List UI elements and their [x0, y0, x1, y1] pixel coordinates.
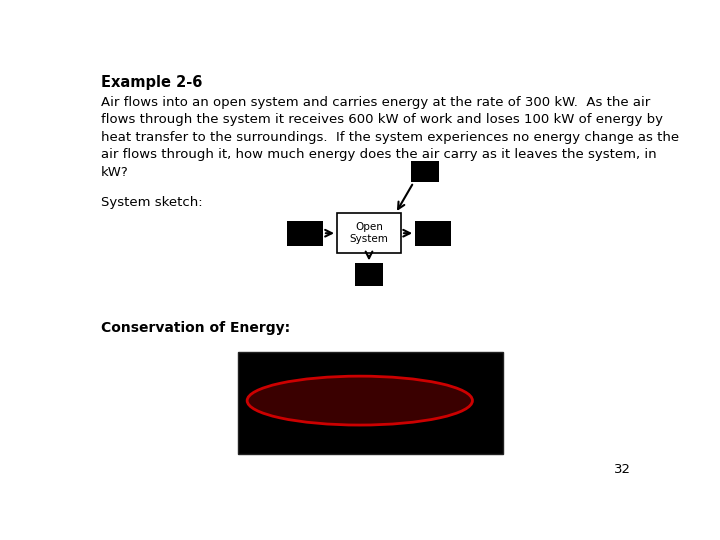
- Text: Open
System: Open System: [350, 222, 388, 244]
- Text: 32: 32: [614, 463, 631, 476]
- Text: Conservation of Energy:: Conservation of Energy:: [101, 321, 290, 334]
- Bar: [238, 352, 503, 454]
- Bar: [355, 264, 383, 286]
- Text: Example 2-6: Example 2-6: [101, 75, 202, 90]
- Text: System sketch:: System sketch:: [101, 196, 203, 209]
- Bar: [415, 221, 451, 246]
- Bar: [411, 161, 438, 183]
- Bar: [287, 221, 323, 246]
- Ellipse shape: [247, 376, 472, 425]
- Bar: [337, 213, 401, 253]
- Text: Air flows into an open system and carries energy at the rate of 300 kW.  As the : Air flows into an open system and carrie…: [101, 96, 679, 179]
